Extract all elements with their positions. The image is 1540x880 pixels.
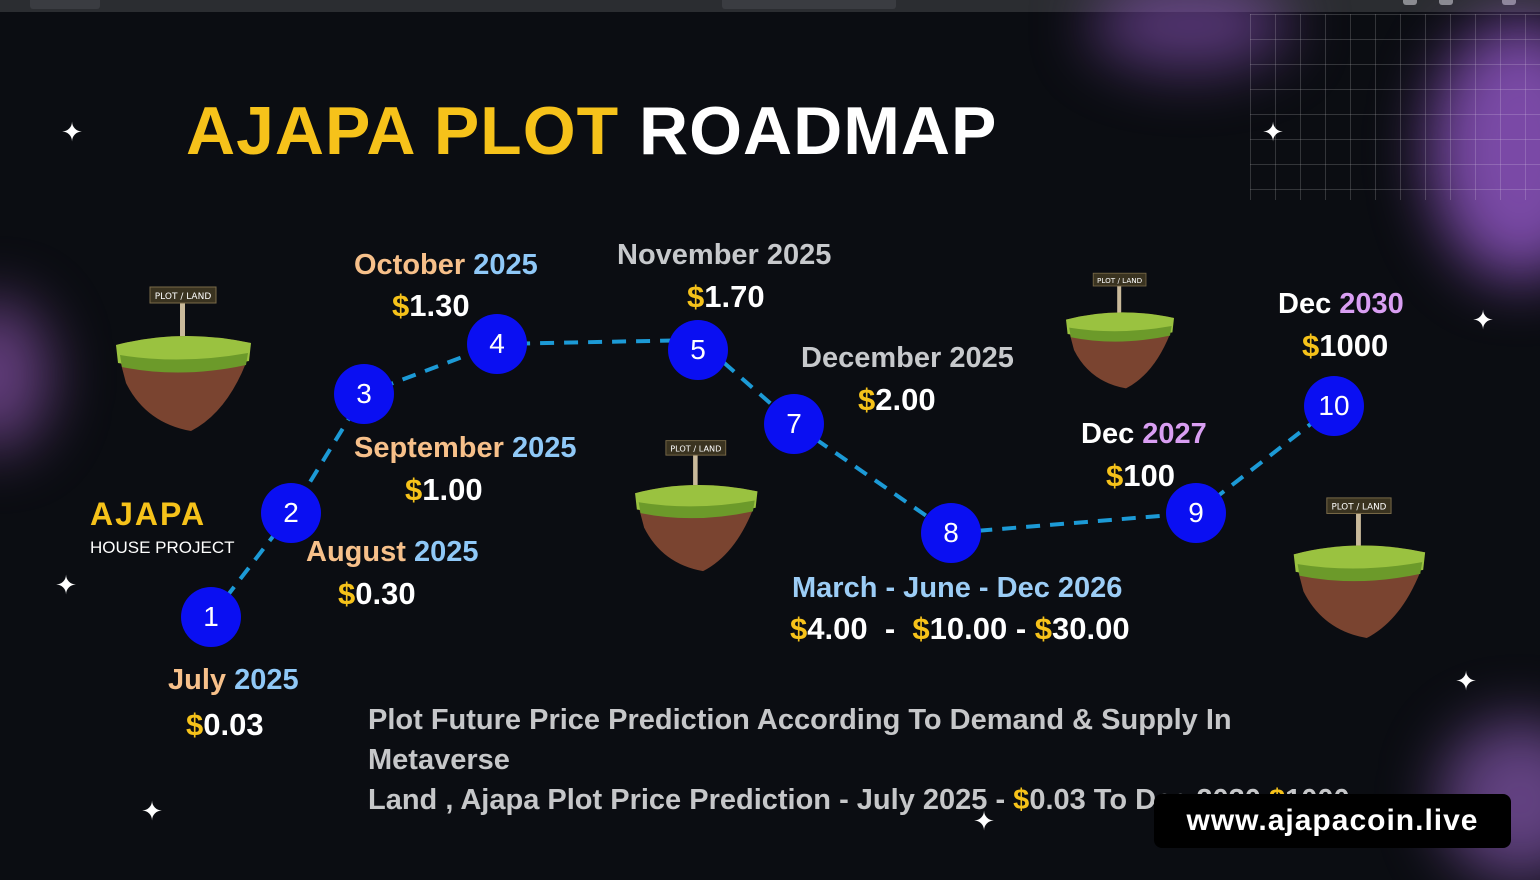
- grid-decoration: [1250, 14, 1540, 200]
- year: 2025: [473, 249, 538, 281]
- window-menu-icon[interactable]: [1439, 0, 1453, 5]
- year: 2025: [766, 239, 832, 271]
- milestone-price-7: $2.00: [858, 382, 936, 418]
- milestone-price-5: $1.70: [687, 279, 765, 315]
- title-highlight: AJAPA PLOT: [186, 93, 620, 169]
- sparkle-icon: ✦: [141, 797, 163, 827]
- milestone-price-8: $4.00 - $10.00 - $30.00: [790, 611, 1130, 646]
- milestone-date-2: August 2025: [306, 536, 478, 569]
- dollar-sign: $: [405, 472, 423, 507]
- window-minimize-icon[interactable]: [1403, 0, 1417, 5]
- dollar-sign: $: [912, 611, 930, 646]
- brand-logo: AJAPA: [90, 496, 207, 532]
- month: September: [354, 432, 504, 464]
- year: 2025: [511, 432, 577, 464]
- description-line-1: Plot Future Price Prediction According T…: [368, 704, 1232, 776]
- browser-tab[interactable]: [30, 0, 100, 9]
- floating-island-image: PLOT / LAND: [1293, 497, 1426, 639]
- browser-tab[interactable]: [722, 0, 896, 9]
- sign-label: PLOT / LAND: [1097, 276, 1143, 285]
- price-value: 0.30: [355, 576, 416, 611]
- price-value: 1.00: [422, 472, 483, 507]
- month: November: [617, 239, 759, 271]
- milestone-node-10: 10: [1304, 376, 1364, 436]
- page-title: AJAPA PLOT ROADMAP: [186, 92, 997, 170]
- year: 2025: [234, 664, 299, 696]
- milestone-date-10: Dec 2030: [1278, 288, 1404, 321]
- sparkle-icon: ✦: [1262, 118, 1284, 148]
- milestone-price-1: $0.03: [186, 707, 264, 743]
- month: October: [354, 249, 466, 281]
- month: Dec: [1081, 418, 1135, 450]
- sign-label: PLOT / LAND: [670, 444, 721, 454]
- description-text: Plot Future Price Prediction According T…: [368, 700, 1378, 820]
- year: 2030: [1339, 288, 1404, 320]
- website-link[interactable]: www.ajapacoin.live: [1154, 794, 1511, 848]
- price-value: 1000: [1319, 328, 1389, 363]
- year: 2025: [949, 342, 1014, 374]
- sign-label: PLOT / LAND: [1331, 503, 1386, 513]
- milestone-price-10: $1000: [1302, 328, 1388, 364]
- milestone-node-2: 2: [261, 483, 321, 543]
- sparkle-icon: ✦: [1472, 306, 1494, 336]
- milestone-node-7: 7: [764, 394, 824, 454]
- sign-label: PLOT / LAND: [155, 292, 212, 302]
- milestone-node-4: 4: [467, 314, 527, 374]
- milestone-node-1: 1: [181, 587, 241, 647]
- milestone-date-7: December 2025: [801, 342, 1014, 375]
- milestone-price-4: $1.30: [392, 288, 470, 324]
- dollar-sign: $: [338, 576, 356, 611]
- milestone-date-1: July 2025: [168, 664, 299, 697]
- milestone-date-3: September 2025: [354, 432, 576, 465]
- floating-island-image: PLOT / LAND: [116, 286, 251, 431]
- price-value: 1.30: [409, 288, 470, 323]
- milestone-node-3: 3: [334, 364, 394, 424]
- sparkle-icon: ✦: [1455, 667, 1477, 697]
- dollar-sign: $: [1302, 328, 1320, 363]
- floating-island-image: PLOT / LAND: [1066, 272, 1174, 389]
- month: Dec: [1278, 288, 1332, 320]
- year: 2027: [1142, 418, 1207, 450]
- milestone-date-4: October 2025: [354, 249, 538, 282]
- description-part: Land , Ajapa Plot Price Prediction - Jul…: [368, 784, 1014, 816]
- dollar-sign: $: [186, 707, 204, 742]
- window-control-icon[interactable]: [1502, 0, 1516, 5]
- milestone-date-9: Dec 2027: [1081, 418, 1207, 451]
- month: March - June - Dec 2026: [792, 572, 1123, 604]
- purple-glow: [1090, 0, 1290, 70]
- price-value: 2.00: [875, 382, 936, 417]
- sparkle-icon: ✦: [61, 118, 83, 148]
- milestone-price-3: $1.00: [405, 472, 483, 508]
- dollar-sign: $: [1034, 611, 1053, 646]
- dollar-sign: $: [790, 611, 808, 646]
- dollar-sign: $: [858, 382, 876, 417]
- milestone-date-8: March - June - Dec 2026: [792, 572, 1122, 605]
- dollar-sign: $: [687, 279, 705, 314]
- floating-island-image: PLOT / LAND: [635, 440, 758, 572]
- milestone-node-8: 8: [921, 503, 981, 563]
- sparkle-icon: ✦: [973, 807, 995, 837]
- milestone-date-5: November 2025: [617, 239, 831, 272]
- price-value: 100: [1123, 458, 1175, 493]
- title-rest: ROADMAP: [639, 93, 998, 169]
- milestone-price-9: $100: [1106, 458, 1175, 494]
- price-value: 0.03: [203, 707, 264, 742]
- brand-subtitle: HOUSE PROJECT: [90, 538, 235, 557]
- milestone-price-2: $0.30: [338, 576, 416, 612]
- price-value: 10.00: [929, 611, 1008, 646]
- dollar-sign: $: [1106, 458, 1124, 493]
- milestone-node-9: 9: [1166, 483, 1226, 543]
- price-value: 30.00: [1052, 611, 1130, 646]
- month: July: [168, 664, 227, 696]
- price-value: 1.70: [704, 279, 765, 314]
- year: 2025: [413, 536, 479, 568]
- dollar-sign: $: [392, 288, 410, 323]
- dollar-sign: $: [1013, 784, 1030, 816]
- price-value: 4.00: [807, 611, 868, 646]
- month: December: [801, 342, 942, 374]
- milestone-node-5: 5: [668, 320, 728, 380]
- month: August: [306, 536, 406, 568]
- sparkle-icon: ✦: [55, 571, 77, 601]
